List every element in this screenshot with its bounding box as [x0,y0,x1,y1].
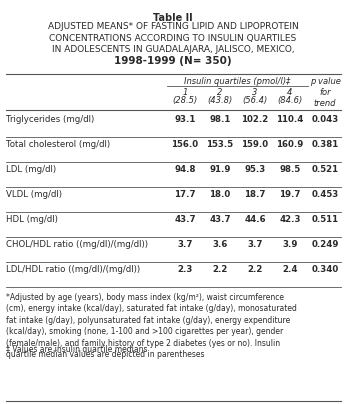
Text: IN ADOLESCENTS IN GUADALAJARA, JALISCO, MEXICO,: IN ADOLESCENTS IN GUADALAJARA, JALISCO, … [52,45,294,54]
Text: 0.043: 0.043 [311,115,339,124]
Text: 98.1: 98.1 [209,115,231,124]
Text: *Adjusted by age (years), body mass index (kg/m²), waist circumference
(cm), ene: *Adjusted by age (years), body mass inde… [6,293,297,359]
Text: 42.3: 42.3 [279,215,301,224]
Text: 3: 3 [252,88,258,97]
Text: 1: 1 [182,88,188,97]
Text: 43.7: 43.7 [174,215,196,224]
Text: 18.0: 18.0 [209,190,231,199]
Text: 0.521: 0.521 [312,165,339,174]
Text: 3.7: 3.7 [177,240,193,249]
Text: 2: 2 [217,88,223,97]
Text: Insulin quartiles (pmol/l)‡: Insulin quartiles (pmol/l)‡ [184,77,291,86]
Text: 3.9: 3.9 [282,240,298,249]
Text: LDL (mg/dl): LDL (mg/dl) [6,165,56,174]
Text: 2.3: 2.3 [177,265,193,274]
Text: CHOL/HDL ratio ((mg/dl)/(mg/dl)): CHOL/HDL ratio ((mg/dl)/(mg/dl)) [6,240,148,249]
Text: CONCENTRATIONS ACCORDING TO INSULIN QUARTILES: CONCENTRATIONS ACCORDING TO INSULIN QUAR… [49,34,297,42]
Text: Triglycerides (mg/dl): Triglycerides (mg/dl) [6,115,94,124]
Text: 0.249: 0.249 [311,240,339,249]
Text: 94.8: 94.8 [174,165,196,174]
Text: (43.8): (43.8) [208,96,232,105]
Text: 44.6: 44.6 [244,215,266,224]
Text: 156.0: 156.0 [171,140,198,149]
Text: 0.511: 0.511 [312,215,339,224]
Text: VLDL (mg/dl): VLDL (mg/dl) [6,190,62,199]
Text: 3.7: 3.7 [247,240,263,249]
Text: 110.4: 110.4 [276,115,304,124]
Text: 102.2: 102.2 [242,115,269,124]
Text: 153.5: 153.5 [206,140,234,149]
Text: 43.7: 43.7 [209,215,231,224]
Text: 1998-1999 (N= 350): 1998-1999 (N= 350) [114,57,232,67]
Text: Table II: Table II [153,13,193,23]
Text: HDL (mg/dl): HDL (mg/dl) [6,215,58,224]
Text: 2.2: 2.2 [247,265,263,274]
Text: 4: 4 [287,88,293,97]
Text: 93.1: 93.1 [174,115,196,124]
Text: 159.0: 159.0 [242,140,269,149]
Text: 3.6: 3.6 [212,240,228,249]
Text: (84.6): (84.6) [277,96,303,105]
Text: 160.9: 160.9 [276,140,304,149]
Text: 98.5: 98.5 [279,165,301,174]
Text: 18.7: 18.7 [244,190,266,199]
Text: 0.340: 0.340 [311,265,339,274]
Text: (56.4): (56.4) [242,96,268,105]
Text: A​DJUSTED MEANS* OF FASTING LIPID AND LIPOPROTEIN: A​DJUSTED MEANS* OF FASTING LIPID AND LI… [48,22,298,31]
Text: 17.7: 17.7 [174,190,196,199]
Text: 91.9: 91.9 [209,165,231,174]
Text: Total cholesterol (mg/dl): Total cholesterol (mg/dl) [6,140,110,149]
Text: 95.3: 95.3 [244,165,265,174]
Text: 2.2: 2.2 [212,265,228,274]
Text: 19.7: 19.7 [279,190,301,199]
Text: 0.453: 0.453 [311,190,339,199]
Text: LDL/HDL ratio ((mg/dl)/(mg/dl)): LDL/HDL ratio ((mg/dl)/(mg/dl)) [6,265,140,274]
Text: p value
for
trend: p value for trend [310,77,340,108]
Text: ‡ Values are insulin quartile medians: ‡ Values are insulin quartile medians [6,345,147,354]
Text: 0.381: 0.381 [311,140,339,149]
Text: 2.4: 2.4 [282,265,298,274]
Text: (28.5): (28.5) [172,96,198,105]
